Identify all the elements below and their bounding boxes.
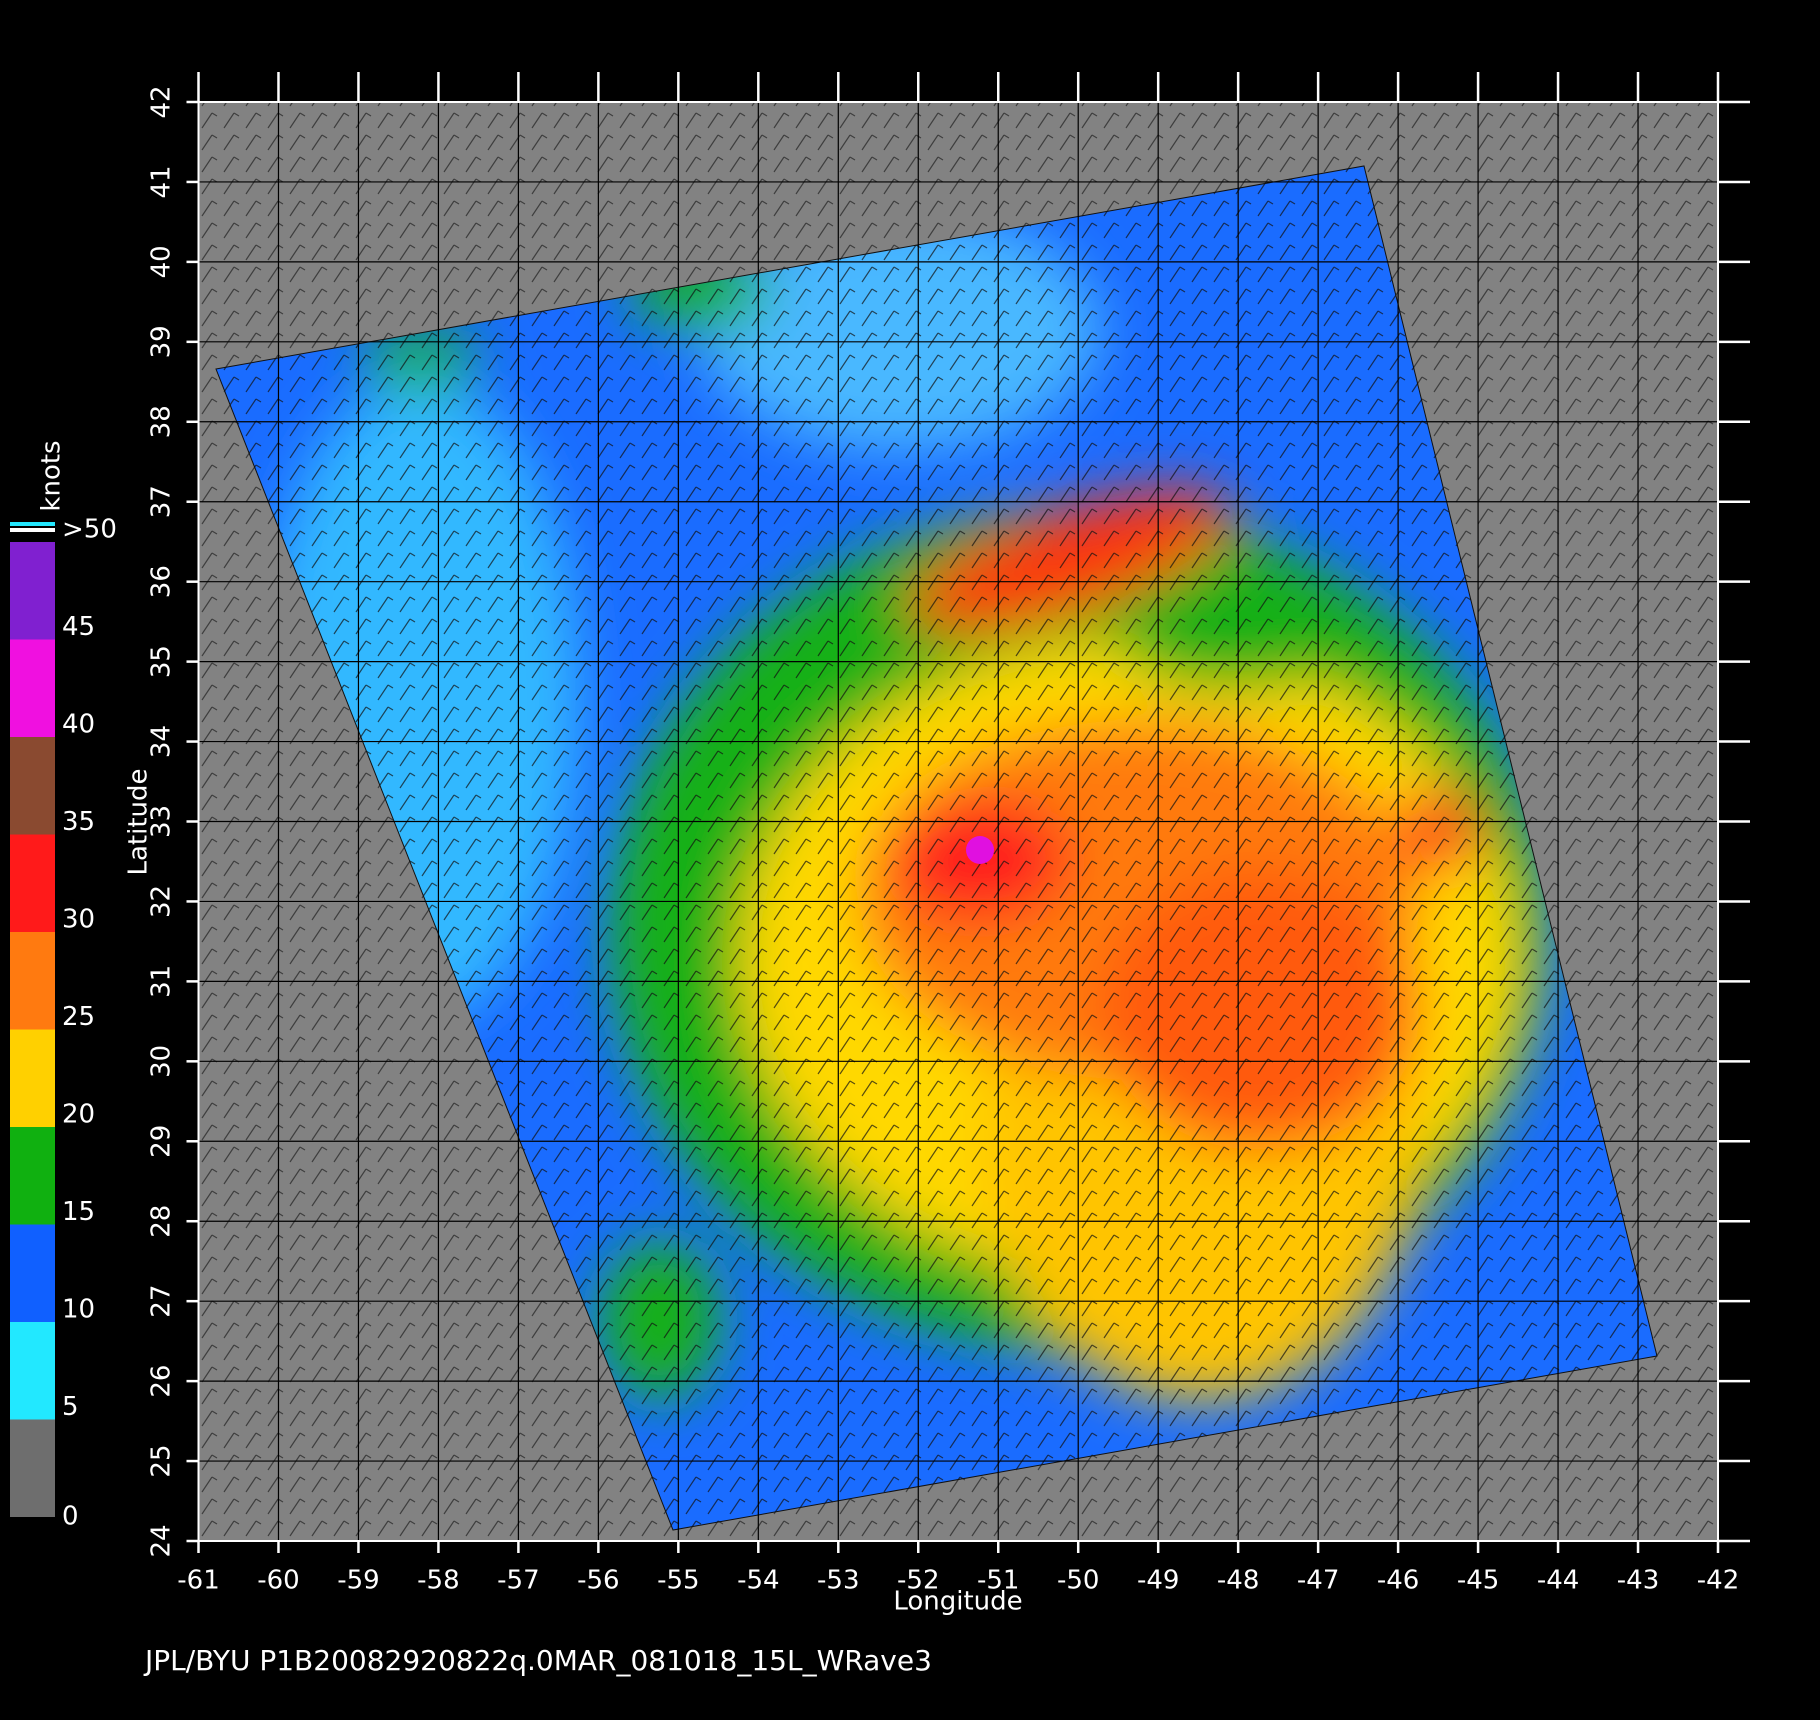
x-tick-label: -59 (337, 1566, 379, 1596)
colorbar-label: 35 (62, 807, 95, 837)
colorbar-label: 20 (62, 1100, 95, 1130)
y-tick-label: 25 (147, 1445, 177, 1478)
x-tick-label: -58 (417, 1566, 459, 1596)
colorbar-segment (10, 1224, 55, 1322)
y-tick-label: 26 (147, 1365, 177, 1398)
colorbar-segment (10, 639, 55, 737)
y-tick-label: 27 (147, 1285, 177, 1318)
y-tick-label: 24 (147, 1524, 177, 1557)
colorbar-segment (10, 834, 55, 932)
colorbar-label: 5 (62, 1392, 79, 1422)
y-tick-label: 31 (147, 965, 177, 998)
colorbar-segment (10, 542, 55, 640)
colorbar-label: 15 (62, 1197, 95, 1227)
y-tick-label: 33 (147, 805, 177, 838)
footer: JPL/BYU P1B20082920822q.0MAR_081018_15L_… (143, 1644, 932, 1677)
colorbar-label: 25 (62, 1002, 95, 1032)
y-tick-label: 42 (147, 85, 177, 118)
plot-frame (197, 101, 1719, 1542)
x-tick-label: -50 (1057, 1566, 1099, 1596)
colorbar-cap (10, 522, 55, 526)
x-tick-label: -60 (257, 1566, 299, 1596)
colorbar-label: 0 (62, 1502, 79, 1532)
colorbar-label: >50 (62, 515, 117, 545)
colorbar-label: 10 (62, 1295, 95, 1325)
y-tick-label: 40 (147, 245, 177, 278)
x-tick-label: -52 (897, 1566, 939, 1596)
colorbar-label: 40 (62, 710, 95, 740)
y-tick-label: 30 (147, 1045, 177, 1078)
x-tick-label: -44 (1537, 1566, 1579, 1596)
colorbar-segment (10, 1419, 55, 1517)
y-tick-label: 29 (147, 1125, 177, 1158)
y-tick-label: 37 (147, 485, 177, 518)
colorbar-label: 30 (62, 905, 95, 935)
colorbar-cap (10, 528, 55, 532)
x-tick-label: -42 (1697, 1566, 1739, 1596)
x-tick-label: -53 (817, 1566, 859, 1596)
colorbar-segment (10, 932, 55, 1030)
y-tick-label: 35 (147, 645, 177, 678)
colorbar-segment (10, 1127, 55, 1225)
y-tick-label: 38 (147, 405, 177, 438)
swath-outline (215, 165, 1658, 1531)
x-tick-label: -49 (1137, 1566, 1179, 1596)
x-tick-label: -45 (1457, 1566, 1499, 1596)
colorbar-segment (10, 737, 55, 835)
x-tick-label: -55 (657, 1566, 699, 1596)
x-tick-label: -56 (577, 1566, 619, 1596)
y-axis-label: Latitude (124, 768, 154, 875)
x-tick-label: -48 (1217, 1566, 1259, 1596)
x-tick-label: -51 (977, 1566, 1019, 1596)
y-tick-label: 36 (147, 565, 177, 598)
y-tick-label: 41 (147, 165, 177, 198)
y-tick-label: 39 (147, 325, 177, 358)
x-tick-label: -43 (1617, 1566, 1659, 1596)
colorbar-label: 45 (62, 612, 95, 642)
x-tick-label: -47 (1297, 1566, 1339, 1596)
x-tick-label: -46 (1377, 1566, 1419, 1596)
x-tick-label: -61 (177, 1566, 219, 1596)
colorbar-title: knots (37, 440, 67, 511)
x-tick-label: -57 (497, 1566, 539, 1596)
colorbar-segment (10, 1322, 55, 1420)
y-tick-label: 34 (147, 725, 177, 758)
colorbar-segment (10, 1029, 55, 1127)
y-tick-label: 28 (147, 1205, 177, 1238)
y-tick-label: 32 (147, 885, 177, 918)
x-axis-label: Longitude (893, 1587, 1022, 1617)
x-tick-label: -54 (737, 1566, 779, 1596)
